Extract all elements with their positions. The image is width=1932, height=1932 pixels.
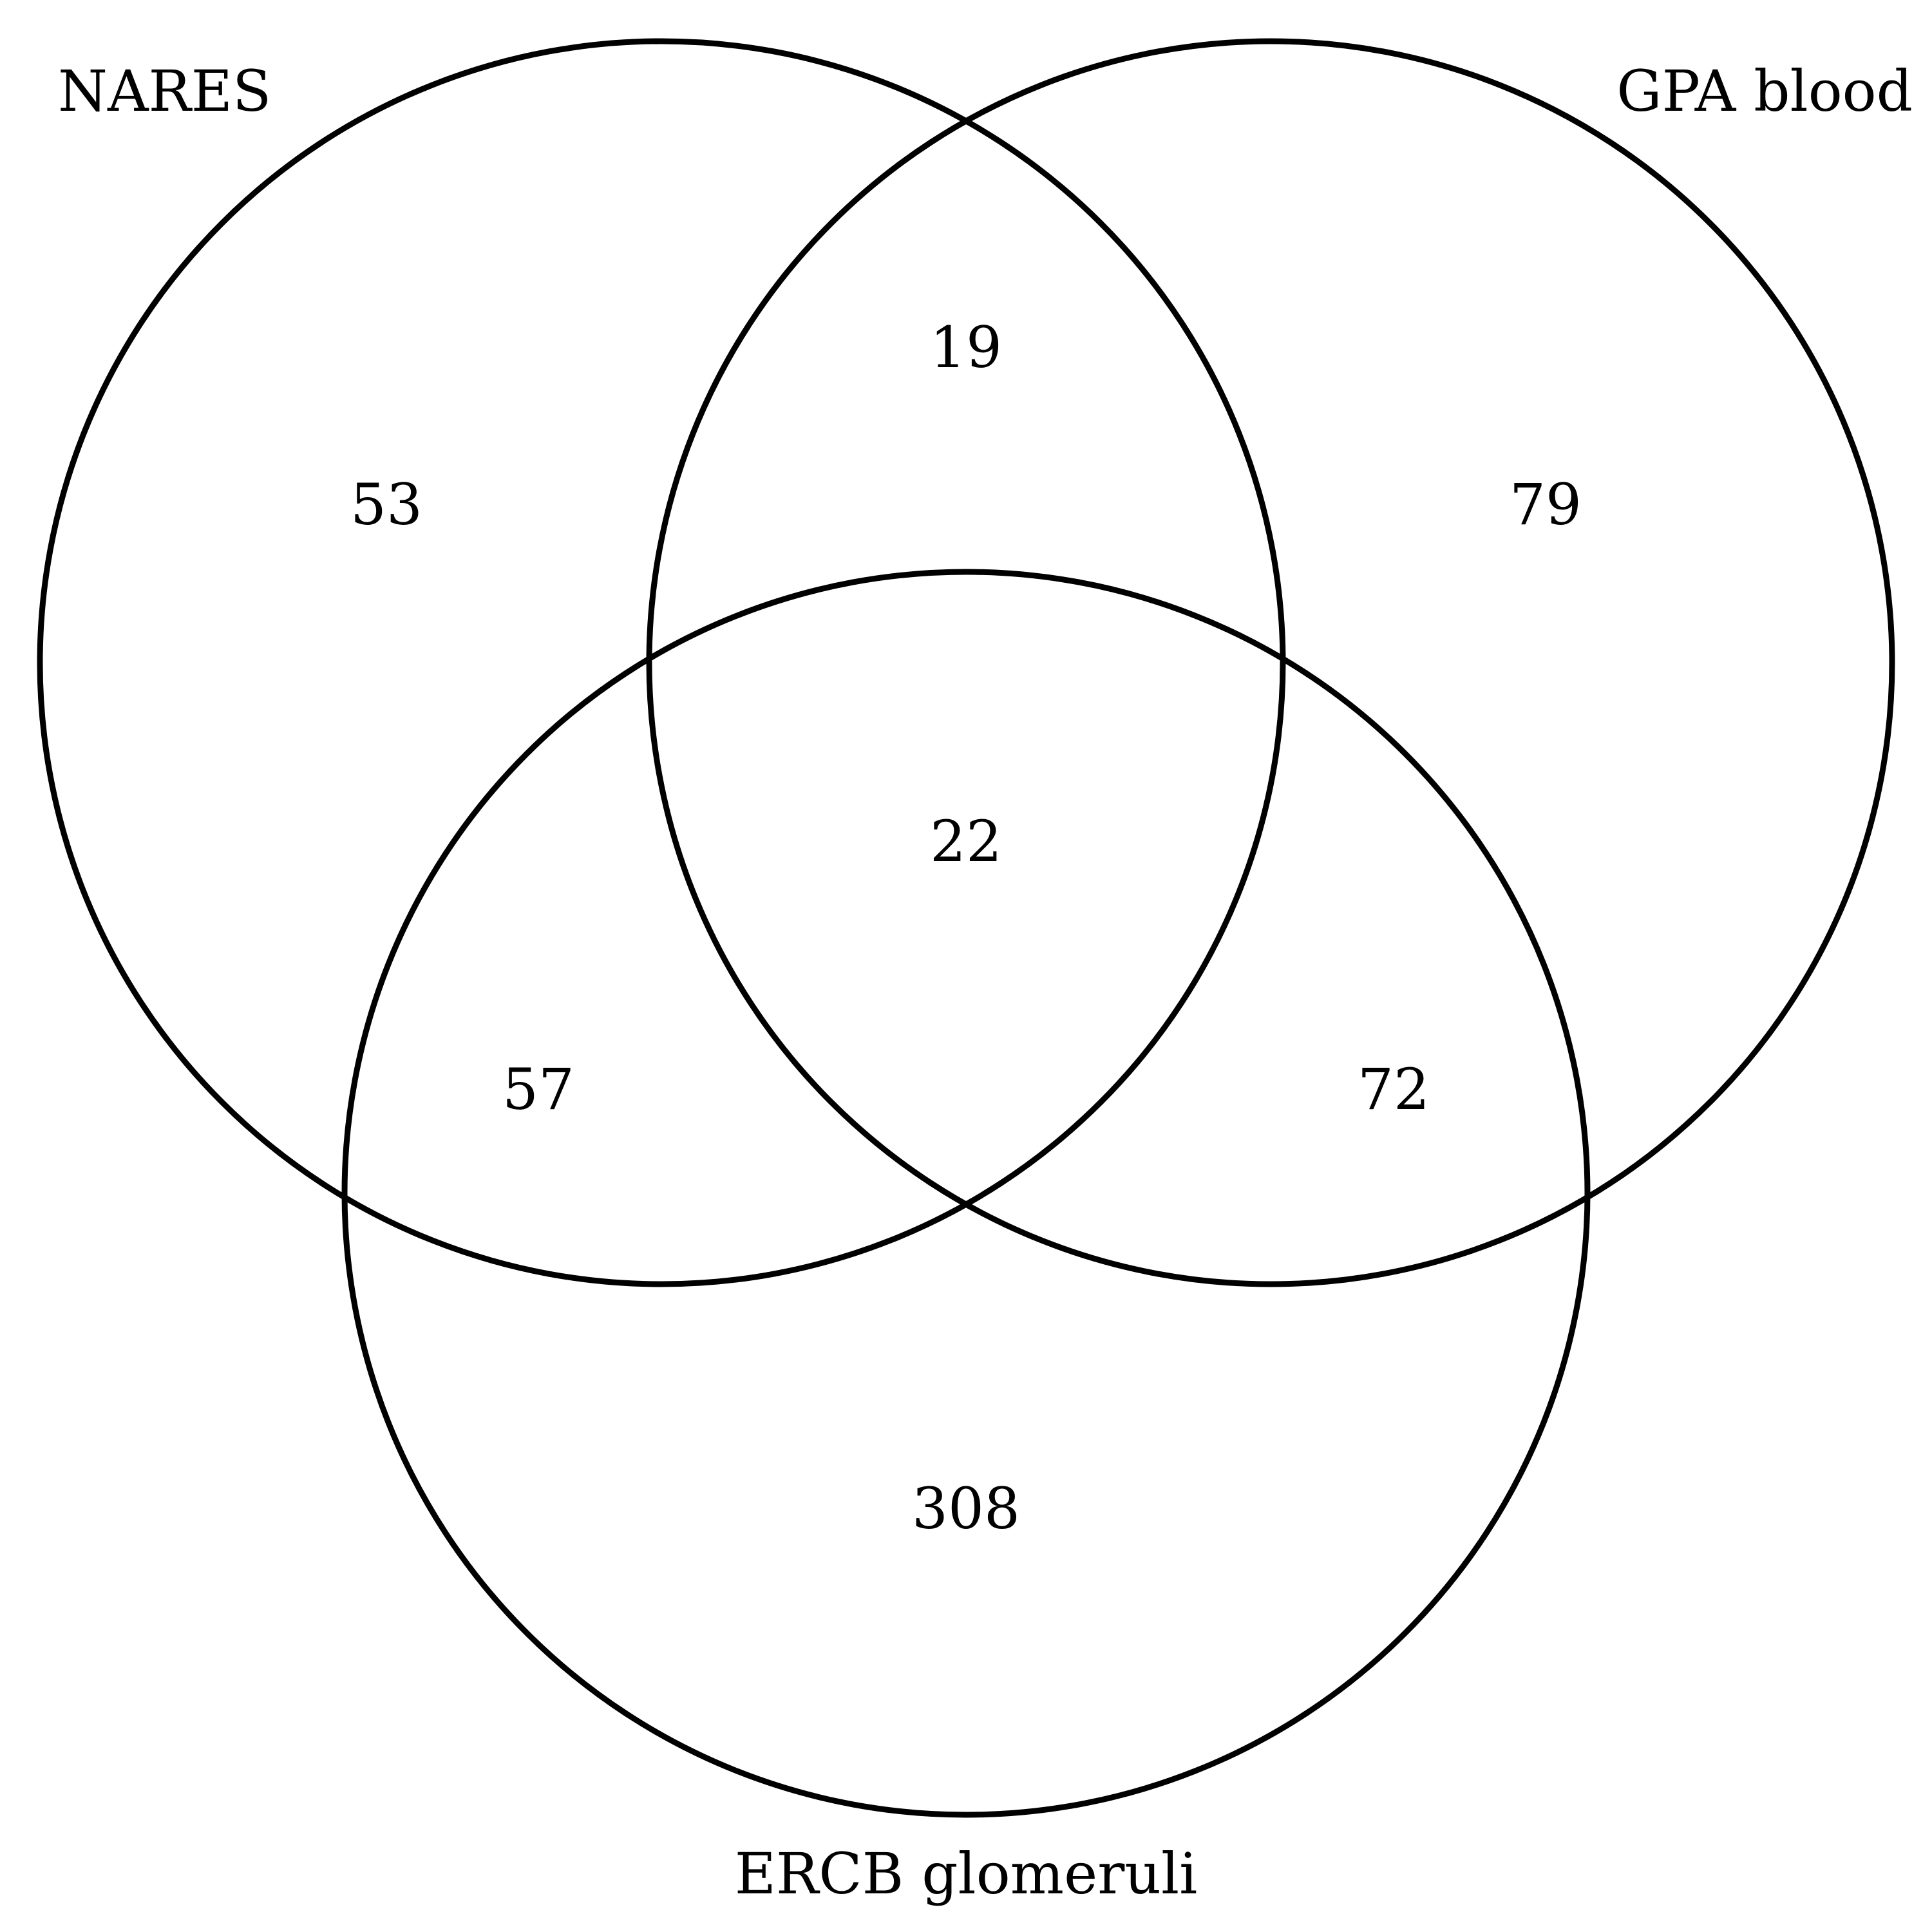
count-ercb-only: 308 [912, 1475, 1020, 1542]
count-nares-ercb: 57 [502, 1056, 574, 1122]
count-all-three: 22 [930, 808, 1002, 875]
count-nares-only: 53 [350, 471, 422, 538]
set-label-ercb-glomeruli: ERCB glomeruli [735, 1841, 1197, 1907]
count-gpa-ercb: 72 [1358, 1056, 1430, 1122]
circle-ercb-glomeruli [341, 569, 1591, 1818]
count-gpa-only: 79 [1510, 471, 1582, 538]
count-nares-gpa: 19 [930, 314, 1002, 381]
circle-nares [37, 38, 1286, 1287]
set-label-nares: NARES [58, 58, 271, 124]
circle-gpa-blood [646, 38, 1895, 1287]
set-label-gpa-blood: GPA blood [1616, 58, 1913, 124]
